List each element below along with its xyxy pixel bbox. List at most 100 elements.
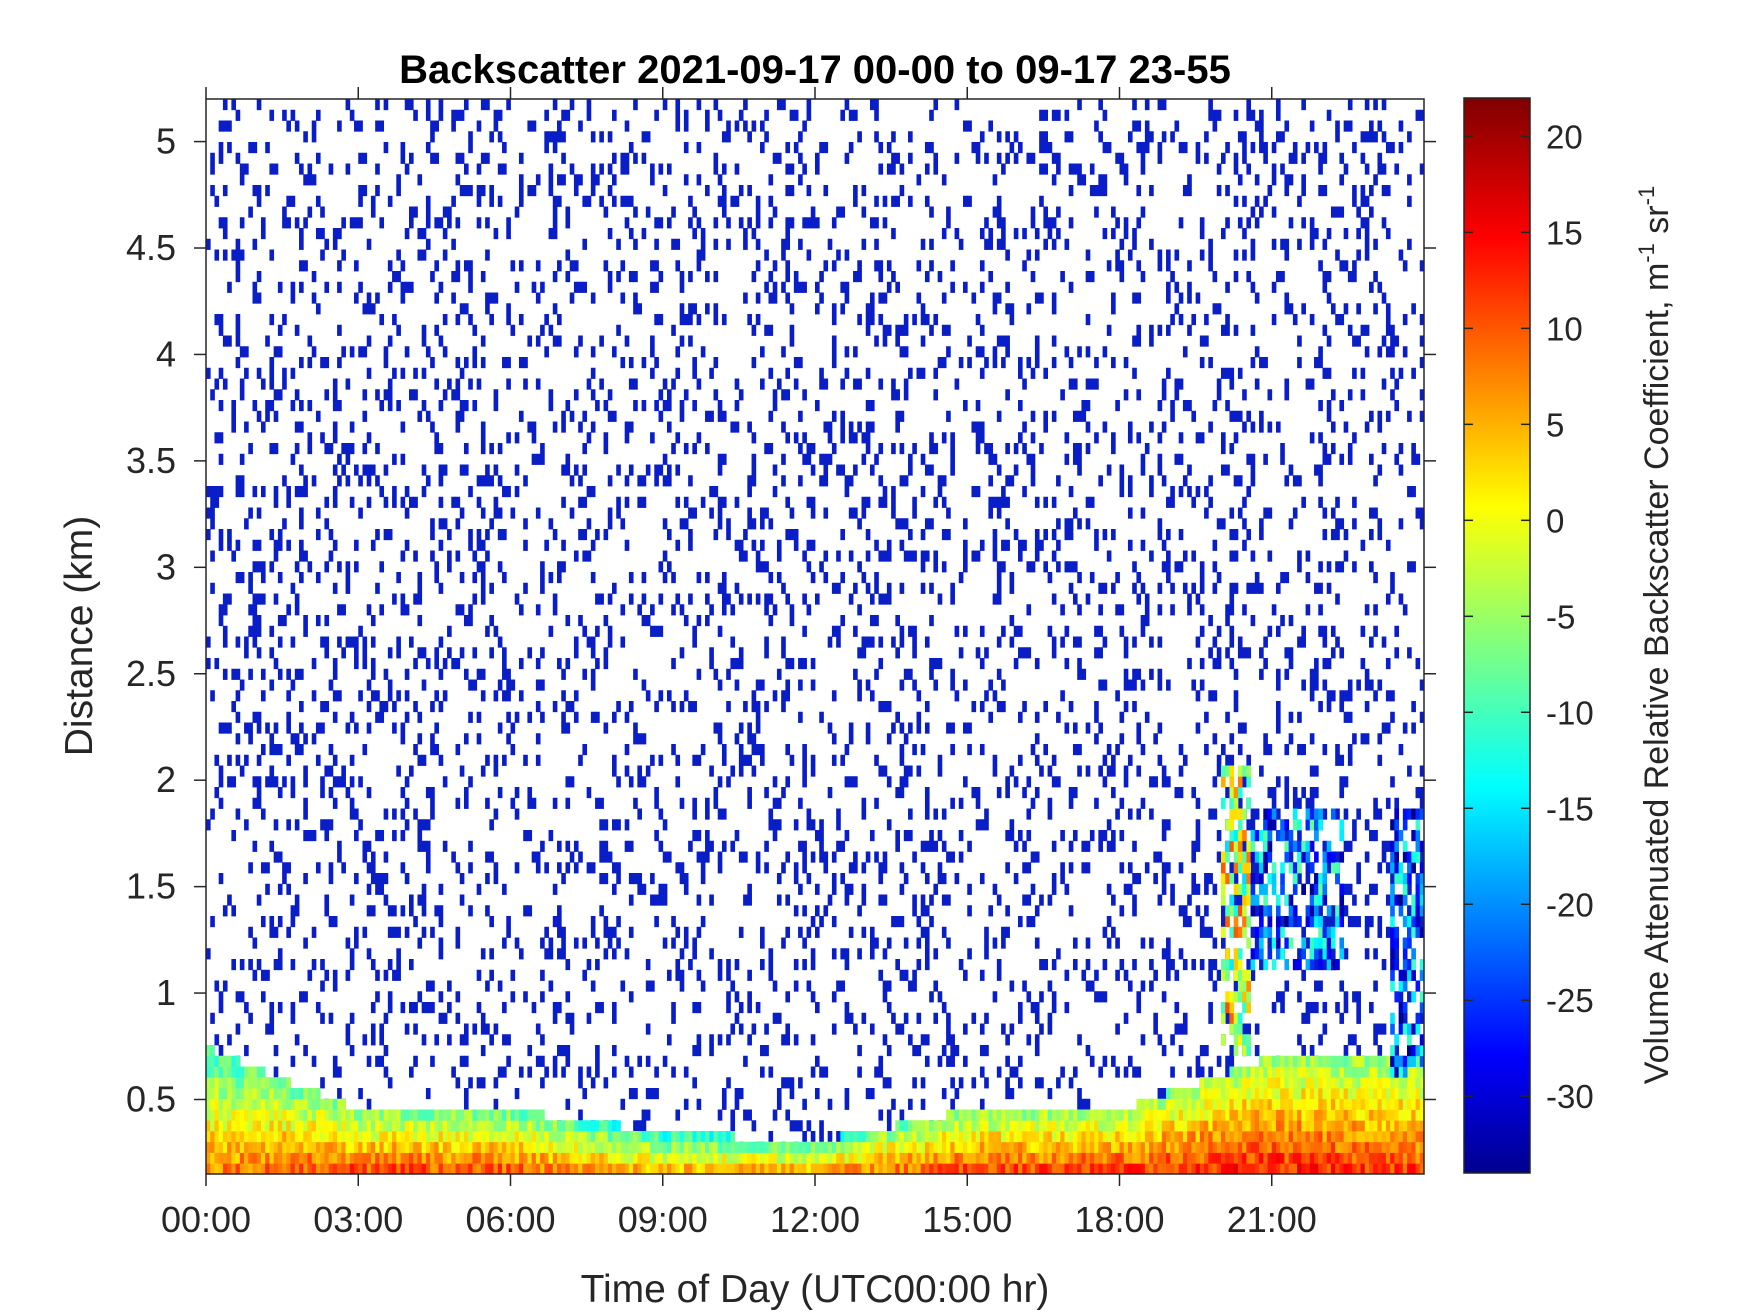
noise-cell (332, 916, 338, 928)
noise-cell (1123, 701, 1129, 713)
noise-cell (332, 711, 338, 723)
noise-cell (557, 120, 562, 132)
noise-cell (1369, 281, 1374, 293)
noise-cell (620, 292, 626, 304)
noise-cell (1161, 765, 1167, 777)
noise-cell (294, 324, 300, 336)
noise-cell (1330, 303, 1336, 315)
noise-cell (1221, 744, 1226, 756)
noise-cell (468, 281, 473, 293)
noise-cell (1297, 357, 1302, 369)
noise-cell (760, 561, 765, 573)
noise-cell (891, 152, 896, 164)
noise-cell (743, 851, 748, 863)
noise-cell (996, 238, 1002, 250)
noise-cell (493, 464, 499, 476)
noise-cell (1153, 1012, 1158, 1024)
noise-cell (1259, 410, 1264, 422)
noise-cell (671, 1066, 676, 1078)
noise-cell (1326, 561, 1332, 573)
noise-cell (692, 228, 697, 240)
noise-cell (1191, 314, 1197, 326)
noise-cell (1009, 765, 1015, 777)
noise-cell (1013, 625, 1019, 637)
noise-cell (853, 582, 858, 594)
noise-cell (1347, 1034, 1353, 1046)
noise-cell (645, 131, 651, 143)
noise-cell (671, 701, 676, 713)
noise-cell (645, 690, 651, 702)
noise-cell (1322, 636, 1328, 648)
noise-cell (282, 776, 287, 788)
noise-cell (857, 421, 862, 433)
noise-cell (404, 819, 410, 831)
noise-cell (265, 722, 270, 734)
noise-cell (472, 550, 478, 562)
noise-cell (705, 797, 710, 809)
noise-cell (924, 787, 930, 799)
noise-cell (586, 862, 592, 874)
noise-cell (946, 1034, 951, 1046)
noise-cell (721, 195, 727, 207)
noise-cell (1275, 582, 1281, 594)
noise-cell (929, 830, 934, 842)
noise-cell (1115, 1066, 1120, 1078)
noise-cell (1280, 443, 1285, 455)
noise-cell (1212, 937, 1218, 949)
noise-cell (409, 217, 414, 229)
noise-cell (1254, 572, 1260, 584)
noise-cell (721, 314, 727, 326)
noise-cell (1335, 851, 1340, 863)
noise-cell (565, 453, 571, 465)
noise-cell (1098, 185, 1103, 197)
noise-cell (1013, 464, 1019, 476)
noise-cell (231, 959, 237, 971)
noise-cell (438, 335, 444, 347)
noise-cell (1157, 668, 1163, 680)
noise-cell (1250, 453, 1256, 465)
noise-cell (666, 561, 672, 573)
noise-cell (299, 507, 304, 519)
noise-cell (290, 776, 296, 788)
noise-cell (1102, 926, 1108, 938)
noise-cell (311, 346, 317, 358)
noise-cell (924, 840, 930, 852)
noise-cell (299, 539, 304, 551)
noise-cell (806, 873, 812, 885)
noise-cell (1254, 808, 1260, 820)
noise-cell (434, 292, 440, 304)
noise-cell (933, 883, 939, 895)
noise-cell (1195, 142, 1201, 154)
noise-cell (1305, 1002, 1311, 1014)
noise-cell (345, 561, 351, 573)
noise-cell (696, 572, 702, 584)
noise-cell (1343, 550, 1349, 562)
noise-cell (819, 367, 824, 379)
noise-cell (366, 862, 372, 874)
noise-cell (362, 464, 368, 476)
noise-cell (1199, 357, 1205, 369)
noise-cell (1246, 217, 1252, 229)
noise-cell (1347, 443, 1353, 455)
noise-cell (1009, 1066, 1015, 1078)
noise-cell (1229, 593, 1235, 605)
noise-cell (260, 808, 266, 820)
noise-cell (455, 797, 461, 809)
noise-cell (865, 679, 871, 691)
noise-cell (671, 1002, 676, 1014)
noise-cell (869, 292, 875, 304)
noise-cell (239, 378, 245, 390)
noise-cell (819, 916, 824, 928)
noise-cell (1225, 711, 1230, 723)
noise-cell (1402, 1012, 1408, 1024)
noise-cell (1034, 1002, 1040, 1014)
noise-cell (485, 292, 490, 304)
noise-cell (688, 529, 693, 541)
noise-cell (810, 765, 816, 777)
noise-cell (1089, 830, 1095, 842)
noise-cell (721, 410, 727, 422)
noise-cell (1043, 421, 1049, 433)
noise-cell (848, 421, 854, 433)
noise-cell (717, 400, 723, 412)
noise-cell (1187, 260, 1192, 272)
